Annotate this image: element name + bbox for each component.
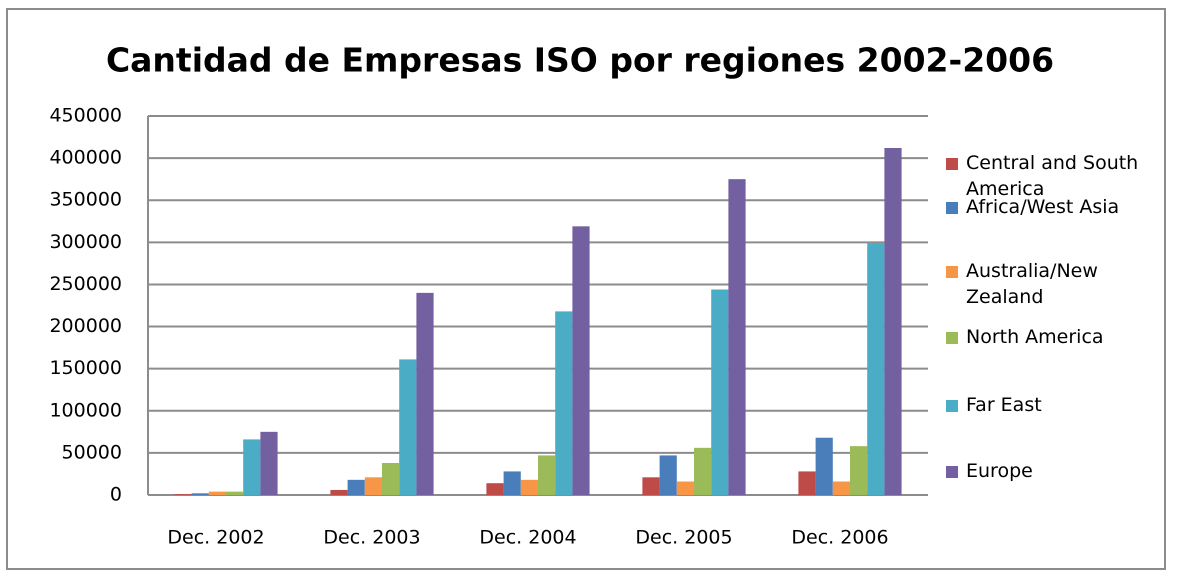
bar xyxy=(191,493,209,495)
bar xyxy=(555,311,573,495)
y-tick-label: 150000 xyxy=(49,357,122,379)
legend-swatch xyxy=(946,158,958,170)
legend-label: Europe xyxy=(966,460,1033,482)
x-tick-label: Dec. 2003 xyxy=(323,527,420,549)
legend-label: Australia/New Zealand xyxy=(966,260,1098,308)
bar xyxy=(538,455,556,495)
bar xyxy=(884,148,902,495)
bar xyxy=(642,477,660,495)
y-tick-label: 0 xyxy=(110,484,122,506)
x-tick-label: Dec. 2006 xyxy=(791,527,888,549)
bar xyxy=(572,226,590,495)
bar xyxy=(486,483,504,495)
legend-label: North America xyxy=(966,326,1104,348)
legend-swatch xyxy=(946,266,958,278)
chart-frame xyxy=(6,8,1166,570)
legend-item: Europe xyxy=(946,458,1166,484)
y-tick-label: 350000 xyxy=(49,189,122,211)
bar xyxy=(798,471,816,495)
legend-item: Far East xyxy=(946,392,1166,418)
legend-swatch xyxy=(946,400,958,412)
bar xyxy=(208,491,226,495)
bar xyxy=(694,447,712,495)
legend-swatch xyxy=(946,202,958,214)
bar xyxy=(728,179,746,495)
y-tick-label: 450000 xyxy=(49,105,122,127)
bar xyxy=(260,431,278,495)
legend-swatch xyxy=(946,466,958,478)
bar xyxy=(226,491,244,495)
bar xyxy=(416,292,434,495)
bar xyxy=(832,481,850,495)
bar xyxy=(243,439,261,495)
bar xyxy=(676,481,694,495)
legend-item: Australia/New Zealand xyxy=(946,258,1166,310)
bar xyxy=(174,494,192,495)
bar xyxy=(850,446,868,495)
bar xyxy=(815,437,833,495)
y-tick-label: 400000 xyxy=(49,147,122,169)
x-tick-label: Dec. 2004 xyxy=(479,527,576,549)
bar xyxy=(503,471,521,495)
bar xyxy=(520,479,538,495)
legend-item: Central and South America xyxy=(946,150,1166,202)
legend-label: Central and South America xyxy=(966,152,1139,200)
bar xyxy=(382,462,400,495)
legend-item: Africa/West Asia xyxy=(946,194,1166,220)
legend-swatch xyxy=(946,332,958,344)
legend-item: North America xyxy=(946,324,1166,350)
legend-label: Africa/West Asia xyxy=(966,196,1120,218)
y-tick-label: 100000 xyxy=(49,399,122,421)
bar xyxy=(364,477,382,495)
bar xyxy=(330,489,348,495)
x-tick-label: Dec. 2002 xyxy=(167,527,264,549)
bar xyxy=(347,479,365,495)
legend-label: Far East xyxy=(966,394,1042,416)
bar xyxy=(867,243,885,495)
y-tick-label: 300000 xyxy=(49,231,122,253)
bar xyxy=(711,289,729,495)
bar xyxy=(659,455,677,495)
bar xyxy=(399,359,417,495)
y-tick-label: 200000 xyxy=(49,315,122,337)
y-tick-label: 50000 xyxy=(62,441,122,463)
x-tick-label: Dec. 2005 xyxy=(635,527,732,549)
y-tick-label: 250000 xyxy=(49,273,122,295)
chart-title: Cantidad de Empresas ISO por regiones 20… xyxy=(106,41,1054,80)
